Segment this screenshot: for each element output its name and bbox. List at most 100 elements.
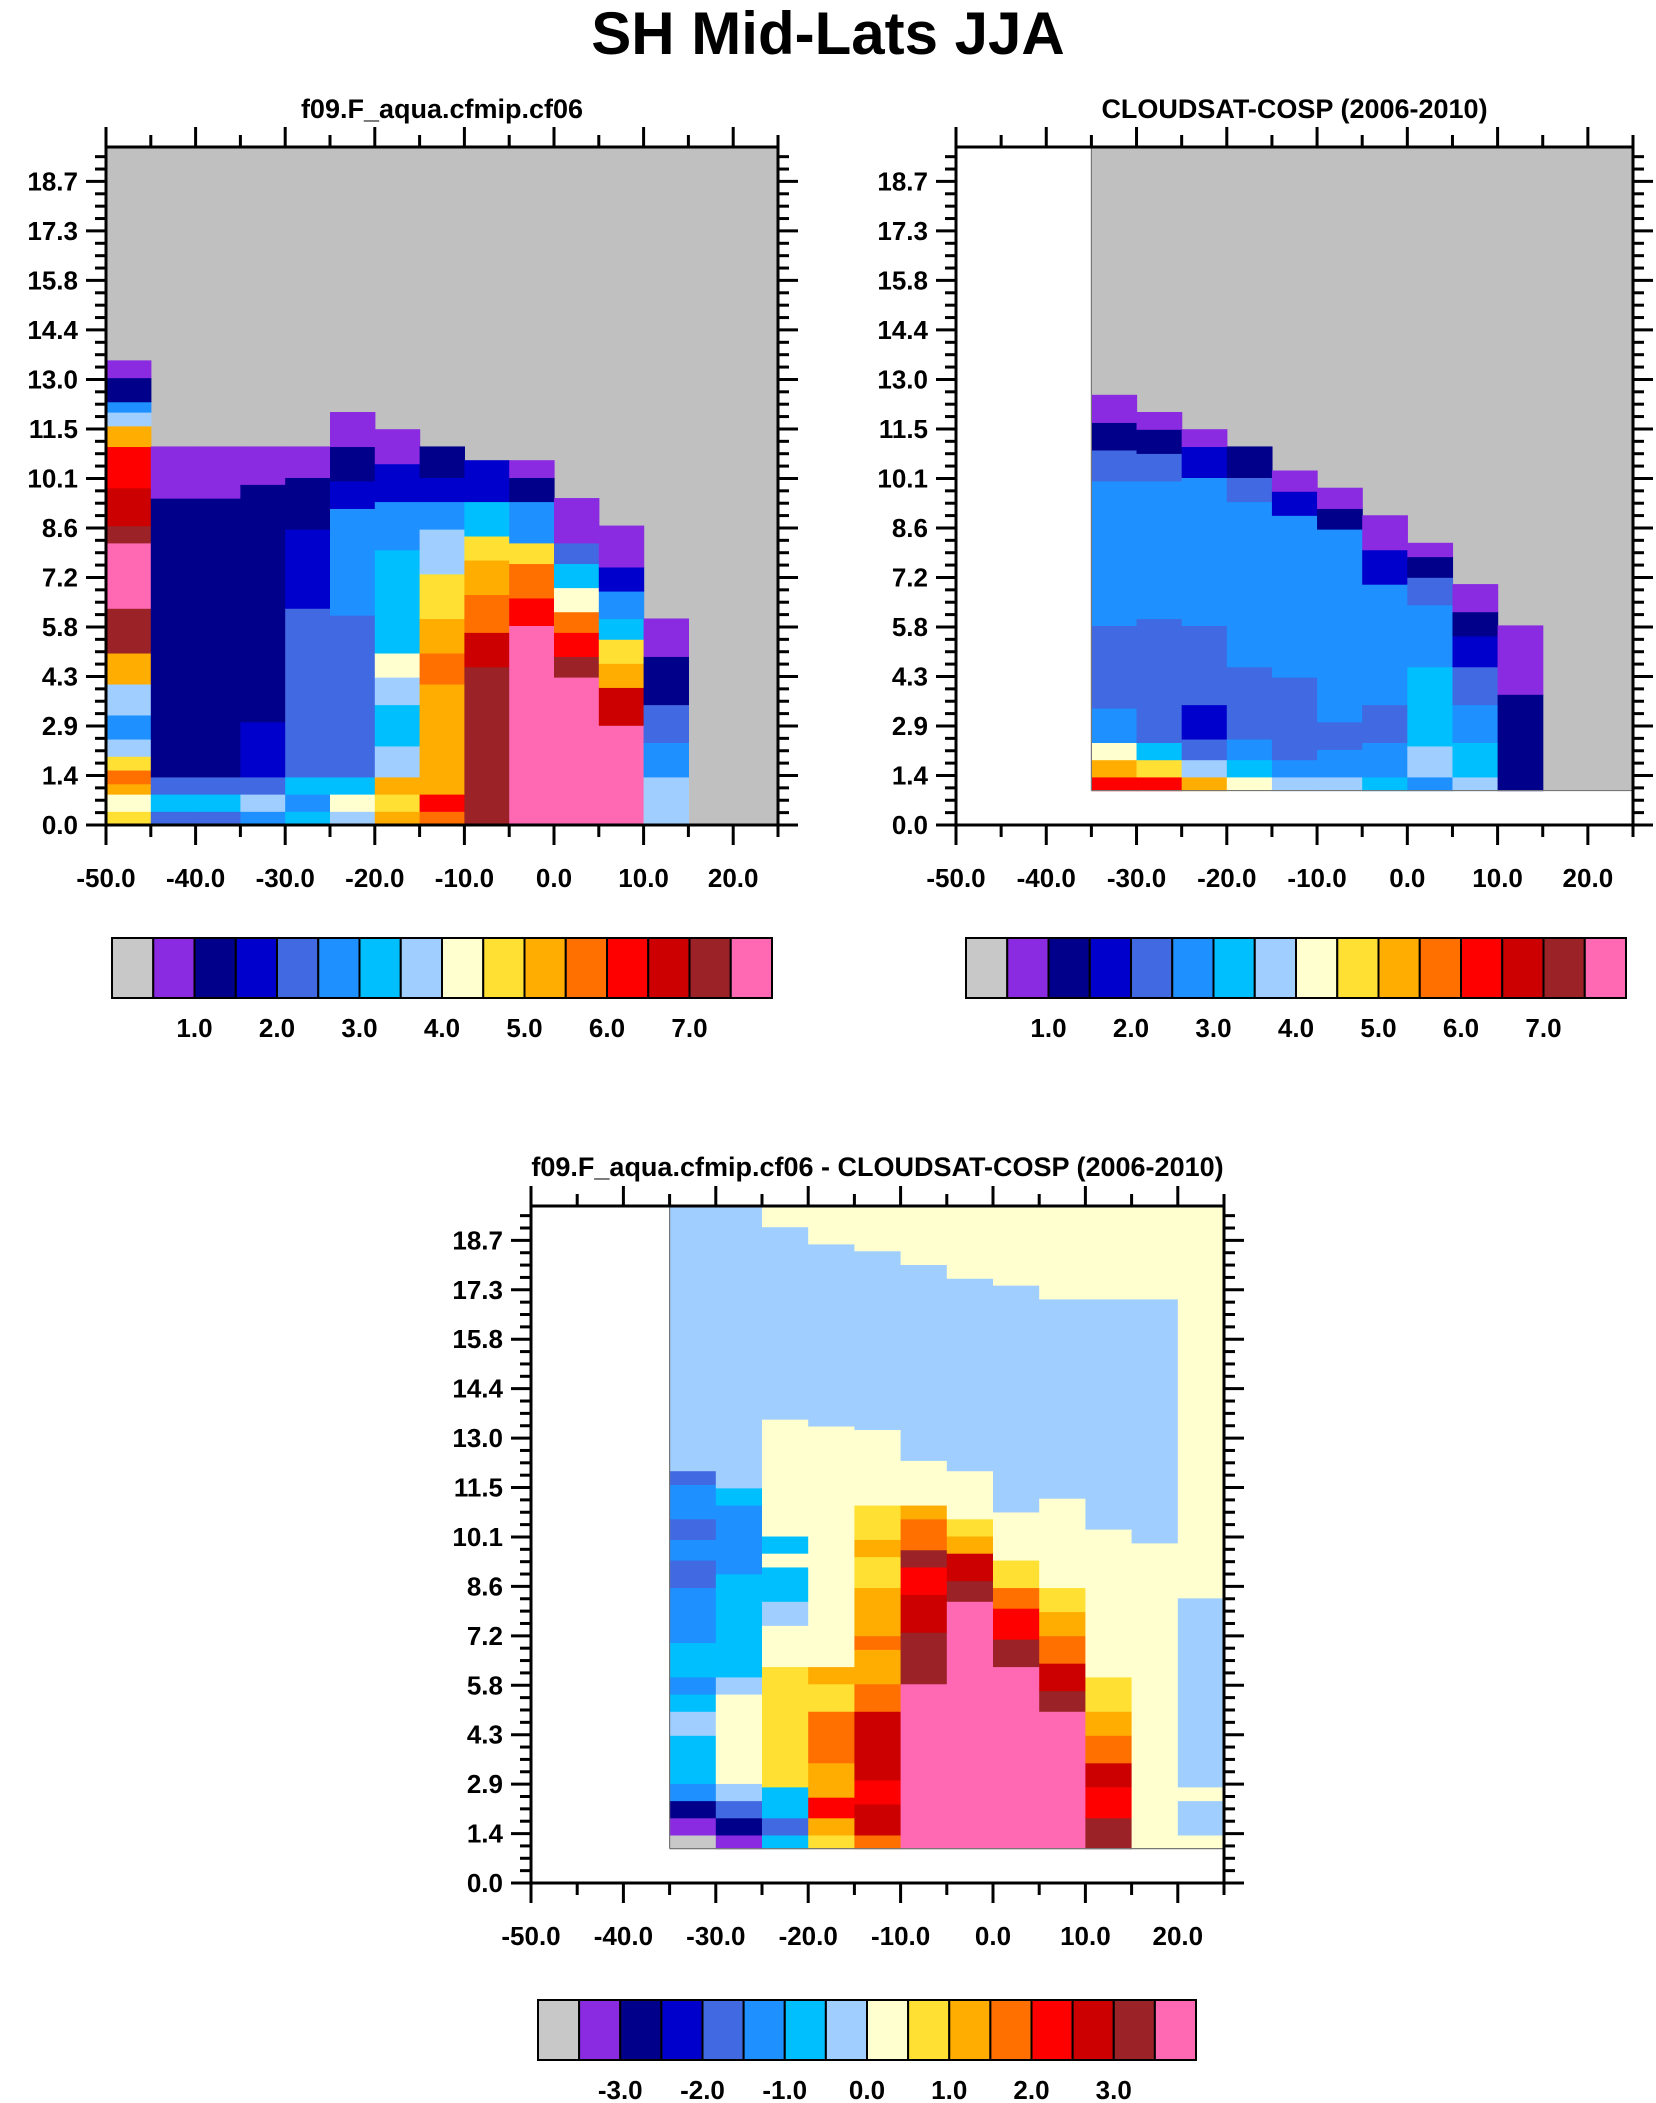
heatmap-cell	[1181, 625, 1228, 706]
heatmap-cell	[330, 776, 376, 795]
heatmap-cell	[854, 1803, 902, 1836]
colorbar-box	[1336, 937, 1380, 999]
heatmap-cell	[1091, 394, 1138, 423]
heatmap-cell	[1226, 501, 1273, 668]
heatmap-cell	[598, 525, 645, 568]
heatmap-cell	[150, 776, 197, 795]
heatmap-cell	[419, 776, 465, 795]
x-tick-label: 0.0	[975, 1921, 1011, 1951]
heatmap-cell	[946, 1535, 994, 1554]
x-tick-label: -30.0	[686, 1921, 745, 1951]
heatmap-cell	[1131, 1542, 1179, 1850]
heatmap-cell	[762, 1535, 809, 1554]
heatmap-cell	[669, 1206, 717, 1472]
colorbar-box	[1295, 937, 1339, 999]
x-tick-label: 10.0	[1060, 1921, 1111, 1951]
heatmap-cell	[669, 1470, 717, 1485]
heatmap-cell	[554, 677, 600, 826]
heatmap-cell	[598, 618, 645, 640]
heatmap-cell	[762, 1625, 809, 1668]
x-axis: -50.0 -40.0 -30.0 -20.0 -10.0 0.0 10.0 20.0	[76, 127, 780, 893]
heatmap-cell	[643, 742, 689, 778]
x-tick-label: -50.0	[76, 863, 135, 893]
heatmap-cell	[106, 377, 152, 403]
y-tick-label: 0.0	[892, 810, 928, 840]
heatmap-cell	[509, 542, 555, 565]
heatmap-cell	[1091, 742, 1138, 761]
heatmap-cell	[1226, 776, 1273, 792]
heatmap-cell	[1136, 429, 1183, 454]
y-tick-label: 7.2	[892, 562, 928, 592]
heatmap-cell	[106, 794, 152, 812]
heatmap-cell	[150, 794, 197, 812]
y-tick-label: 17.3	[452, 1275, 503, 1305]
heatmap-cell	[715, 1783, 763, 1802]
colorbar-box	[537, 1999, 581, 2061]
panel-2: CLOUDSAT-COSP (2006-2010) -50.0 -40.0 -30.0…	[877, 94, 1653, 1043]
x-tick-label: -50.0	[926, 863, 985, 893]
heatmap-cells	[669, 1206, 1225, 1850]
plot-frame	[529, 1204, 1226, 1885]
y-axis: 0.0 1.4 2.9 4.3 5.8 7.2 8.6 10.1 11.5 13.0 14.4 15.…	[877, 155, 1653, 840]
colorbar-label: 2.0	[259, 1013, 295, 1043]
heatmap-cell	[1452, 742, 1499, 778]
heatmap-cell	[854, 1779, 902, 1805]
heatmap-cells	[1091, 394, 1544, 792]
heatmap-cell	[1362, 704, 1408, 744]
heatmap-cell	[1136, 759, 1183, 778]
colorbar-label: 6.0	[1443, 1013, 1479, 1043]
heatmap-cell	[715, 1587, 763, 1678]
heatmap-cell	[808, 1797, 855, 1819]
y-tick-label: 13.0	[27, 364, 78, 394]
heatmap-cell	[808, 1762, 855, 1798]
heatmap-cell	[1452, 611, 1499, 637]
y-tick-label: 18.7	[877, 166, 928, 196]
colorbar-box	[1501, 937, 1545, 999]
heatmap-cell	[946, 1470, 994, 1520]
x-tick-label: 10.0	[618, 863, 669, 893]
heatmap-cell	[419, 446, 465, 478]
heatmap-cell	[374, 794, 421, 812]
x-tick-label: -20.0	[345, 863, 404, 893]
colorbar-label: 2.0	[1113, 1013, 1149, 1043]
y-tick-label: 11.5	[454, 1473, 503, 1503]
heatmap-cell	[1407, 577, 1454, 606]
heatmap-cell	[1091, 422, 1138, 451]
heatmap-cell	[374, 625, 421, 654]
heatmap-cell	[374, 745, 421, 778]
heatmap-cell	[1091, 449, 1138, 482]
heatmap-cell	[1039, 1611, 1086, 1637]
heatmap-cell	[285, 477, 331, 530]
colorbar-box	[1583, 937, 1627, 999]
heatmap-cell	[1226, 759, 1273, 778]
heatmap-cell	[715, 1504, 763, 1575]
heatmap-cell	[509, 563, 555, 599]
heatmap-cell	[106, 525, 152, 544]
heatmap-cell	[1407, 666, 1454, 747]
heatmap-cell	[669, 1693, 717, 1712]
heatmap-cell	[330, 446, 376, 482]
y-tick-label: 7.2	[467, 1621, 503, 1651]
heatmap-cell	[1091, 707, 1138, 744]
x-tick-label: -30.0	[256, 863, 315, 893]
heatmap-cell	[669, 1539, 717, 1561]
heatmap-cell	[808, 1666, 855, 1685]
heatmap-cell	[993, 1608, 1040, 1640]
heatmap-cell	[598, 566, 645, 592]
heatmap-cell	[900, 1504, 948, 1520]
heatmap-cell	[669, 1587, 717, 1644]
heatmap-cell	[1181, 759, 1228, 778]
colorbar-label: 5.0	[506, 1013, 542, 1043]
heatmap-cell	[598, 590, 645, 620]
x-tick-label: -40.0	[1017, 863, 1076, 893]
heatmap-cell	[1136, 776, 1183, 792]
heatmap-cell	[106, 756, 152, 771]
heatmap-cell	[762, 1711, 809, 1788]
heatmap-cell	[1271, 515, 1318, 678]
colorbar-label: 2.0	[1013, 2075, 1049, 2103]
heatmap-cell	[1362, 549, 1408, 585]
y-tick-label: 10.1	[27, 463, 78, 493]
heatmap-cell	[1407, 776, 1454, 792]
heatmap-cell	[554, 632, 600, 657]
x-tick-label: -10.0	[871, 1921, 930, 1951]
